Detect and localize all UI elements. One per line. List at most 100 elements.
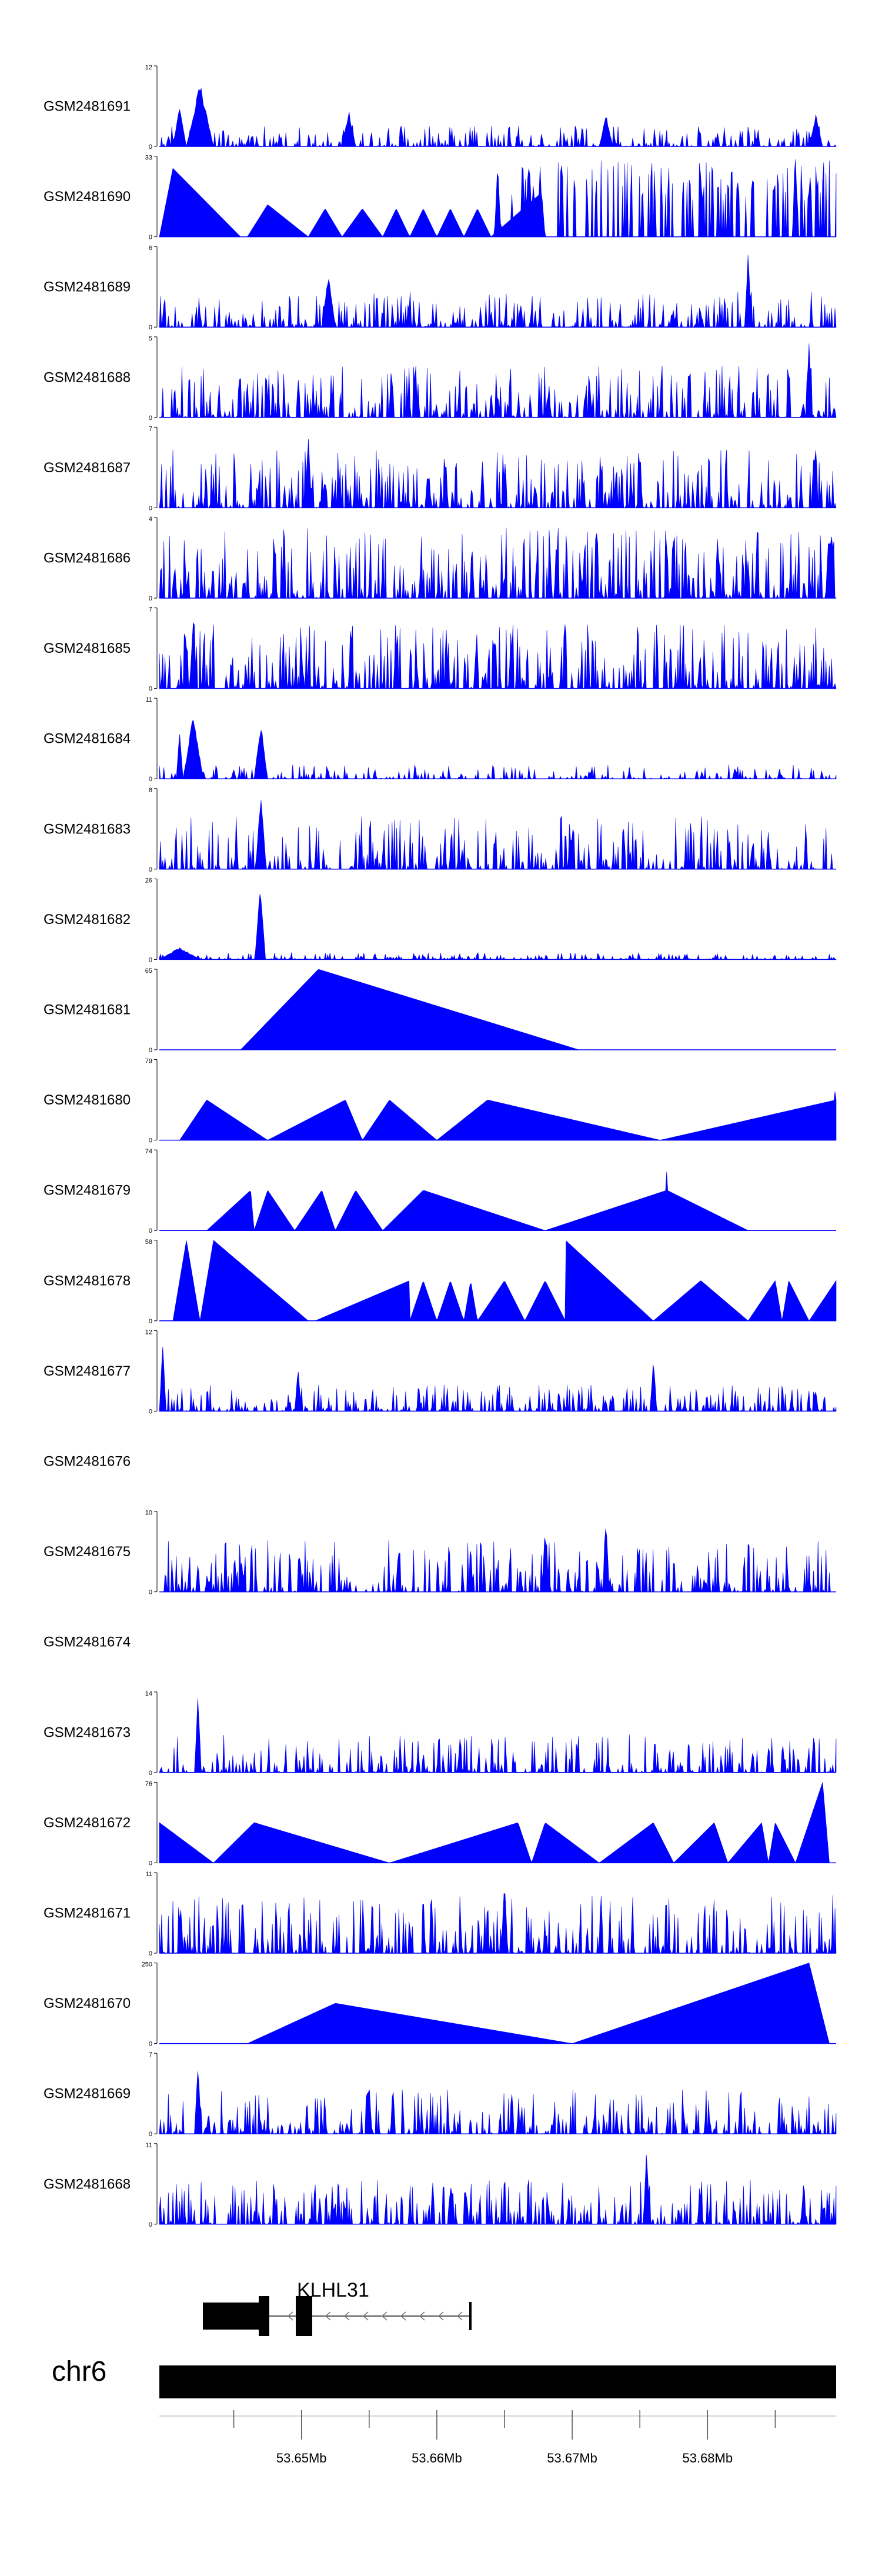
y-max-label: 74 [145, 1148, 152, 1155]
genomic-axis: 53.65Mb 53.66Mb 53.67Mb 53.68Mb [159, 2410, 836, 2465]
track-label: GSM2481678 [44, 1273, 131, 1289]
signal-area [159, 255, 837, 328]
y-min-label: 0 [149, 2041, 152, 2048]
track-GSM2481678: GSM2481678 58 0 [44, 1239, 837, 1325]
gene-exon-block [259, 2296, 269, 2336]
signal-area [159, 1529, 836, 1593]
track-GSM2481690: GSM2481690 33 0 [44, 155, 837, 241]
y-min-label: 0 [149, 505, 152, 512]
y-max-label: 12 [145, 1329, 152, 1336]
y-max-label: 250 [142, 1961, 152, 1968]
signal-area [159, 1347, 837, 1412]
track-GSM2481684: GSM2481684 11 0 [44, 696, 837, 783]
signal-area [159, 1699, 837, 1773]
strand-arrow [400, 2311, 406, 2321]
track-label: GSM2481691 [44, 99, 131, 115]
y-max-label: 7 [149, 425, 152, 432]
signal-area [159, 1893, 837, 1954]
track-label: GSM2481677 [44, 1363, 131, 1379]
track-label: GSM2481690 [44, 189, 131, 205]
y-max-label: 33 [145, 155, 152, 162]
y-min-label: 0 [149, 1770, 152, 1777]
signal-area [159, 719, 837, 780]
y-min-label: 0 [149, 1589, 152, 1596]
signal-area [159, 969, 836, 1050]
track-GSM2481670: GSM2481670 250 0 [44, 1961, 836, 2048]
track-label: GSM2481669 [44, 2086, 131, 2102]
y-min-label: 0 [149, 595, 152, 602]
signal-area [159, 894, 837, 960]
track-GSM2481674: GSM2481674 [44, 1634, 131, 1650]
track-GSM2481686: GSM2481686 4 0 [44, 516, 837, 602]
track-GSM2481675: GSM2481675 10 0 [44, 1510, 836, 1596]
y-min-label: 0 [149, 866, 152, 873]
strand-arrow [343, 2311, 350, 2321]
signal-area [159, 800, 836, 870]
y-min-label: 0 [149, 956, 152, 963]
track-GSM2481669: GSM2481669 7 0 [44, 2051, 837, 2138]
track-label: GSM2481676 [44, 1454, 131, 1470]
track-GSM2481668: GSM2481668 11 0 [44, 2142, 837, 2228]
strand-arrow [456, 2311, 463, 2321]
chromosome-label: chr6 [52, 2356, 106, 2387]
gene-exon-block [296, 2296, 312, 2336]
track-label: GSM2481670 [44, 1996, 131, 2011]
signal-area [159, 1963, 836, 2044]
track-label: GSM2481675 [44, 1544, 131, 1560]
y-max-label: 7 [149, 2051, 152, 2058]
track-GSM2481685: GSM2481685 7 0 [44, 606, 837, 693]
y-min-label: 0 [149, 415, 152, 422]
track-GSM2481671: GSM2481671 11 0 [44, 1871, 837, 1957]
signal-area [159, 1091, 837, 1140]
track-GSM2481676: GSM2481676 [44, 1454, 131, 1470]
track-label: GSM2481668 [44, 2176, 131, 2192]
track-label: GSM2481680 [44, 1092, 131, 1108]
y-min-label: 0 [149, 776, 152, 783]
track-GSM2481677: GSM2481677 12 0 [44, 1329, 837, 1415]
track-GSM2481683: GSM2481683 8 0 [44, 787, 836, 873]
y-max-label: 58 [145, 1239, 152, 1246]
y-max-label: 76 [145, 1780, 152, 1787]
signal-tracks: GSM2481691120GSM2481690330GSM248168960GS… [44, 64, 837, 2228]
track-label: GSM2481686 [44, 550, 131, 566]
signal-area [159, 622, 837, 689]
axis-tick-label: 53.65Mb [276, 2451, 327, 2465]
y-max-label: 65 [145, 967, 152, 975]
y-max-label: 6 [149, 245, 152, 252]
track-GSM2481673: GSM2481673 14 0 [44, 1690, 837, 1777]
y-max-label: 11 [146, 1871, 152, 1878]
track-label: GSM2481685 [44, 640, 131, 656]
track-label: GSM2481689 [44, 279, 131, 295]
track-label: GSM2481674 [44, 1634, 131, 1650]
track-GSM2481672: GSM2481672 76 0 [44, 1780, 836, 1867]
track-GSM2481681: GSM2481681 65 0 [44, 967, 836, 1054]
signal-area [159, 439, 837, 509]
track-label: GSM2481687 [44, 460, 131, 476]
gene-annotation-track: KLHL31 [203, 2279, 472, 2336]
y-max-label: 11 [146, 2142, 152, 2149]
y-max-label: 5 [149, 335, 152, 342]
strand-arrow [437, 2311, 444, 2321]
track-label: GSM2481672 [44, 1815, 131, 1831]
track-label: GSM2481679 [44, 1183, 131, 1199]
gene-utr-block [203, 2303, 259, 2330]
signal-area [159, 1172, 836, 1231]
track-label: GSM2481683 [44, 821, 131, 837]
signal-area [159, 88, 837, 148]
y-min-label: 0 [149, 686, 152, 693]
y-min-label: 0 [149, 2131, 152, 2138]
track-GSM2481691: GSM2481691 12 0 [44, 64, 837, 151]
y-max-label: 11 [146, 696, 152, 703]
signal-area [159, 159, 837, 238]
chromosome-track: chr6 [52, 2356, 836, 2398]
strand-arrow [287, 2311, 293, 2321]
signal-area [159, 1782, 836, 1863]
signal-area [159, 2071, 837, 2135]
track-GSM2481688: GSM2481688 5 0 [44, 335, 837, 422]
strand-arrow [362, 2311, 369, 2321]
track-label: GSM2481688 [44, 369, 131, 385]
y-max-label: 12 [145, 64, 152, 71]
y-min-label: 0 [149, 1047, 152, 1054]
signal-area [159, 2154, 837, 2225]
